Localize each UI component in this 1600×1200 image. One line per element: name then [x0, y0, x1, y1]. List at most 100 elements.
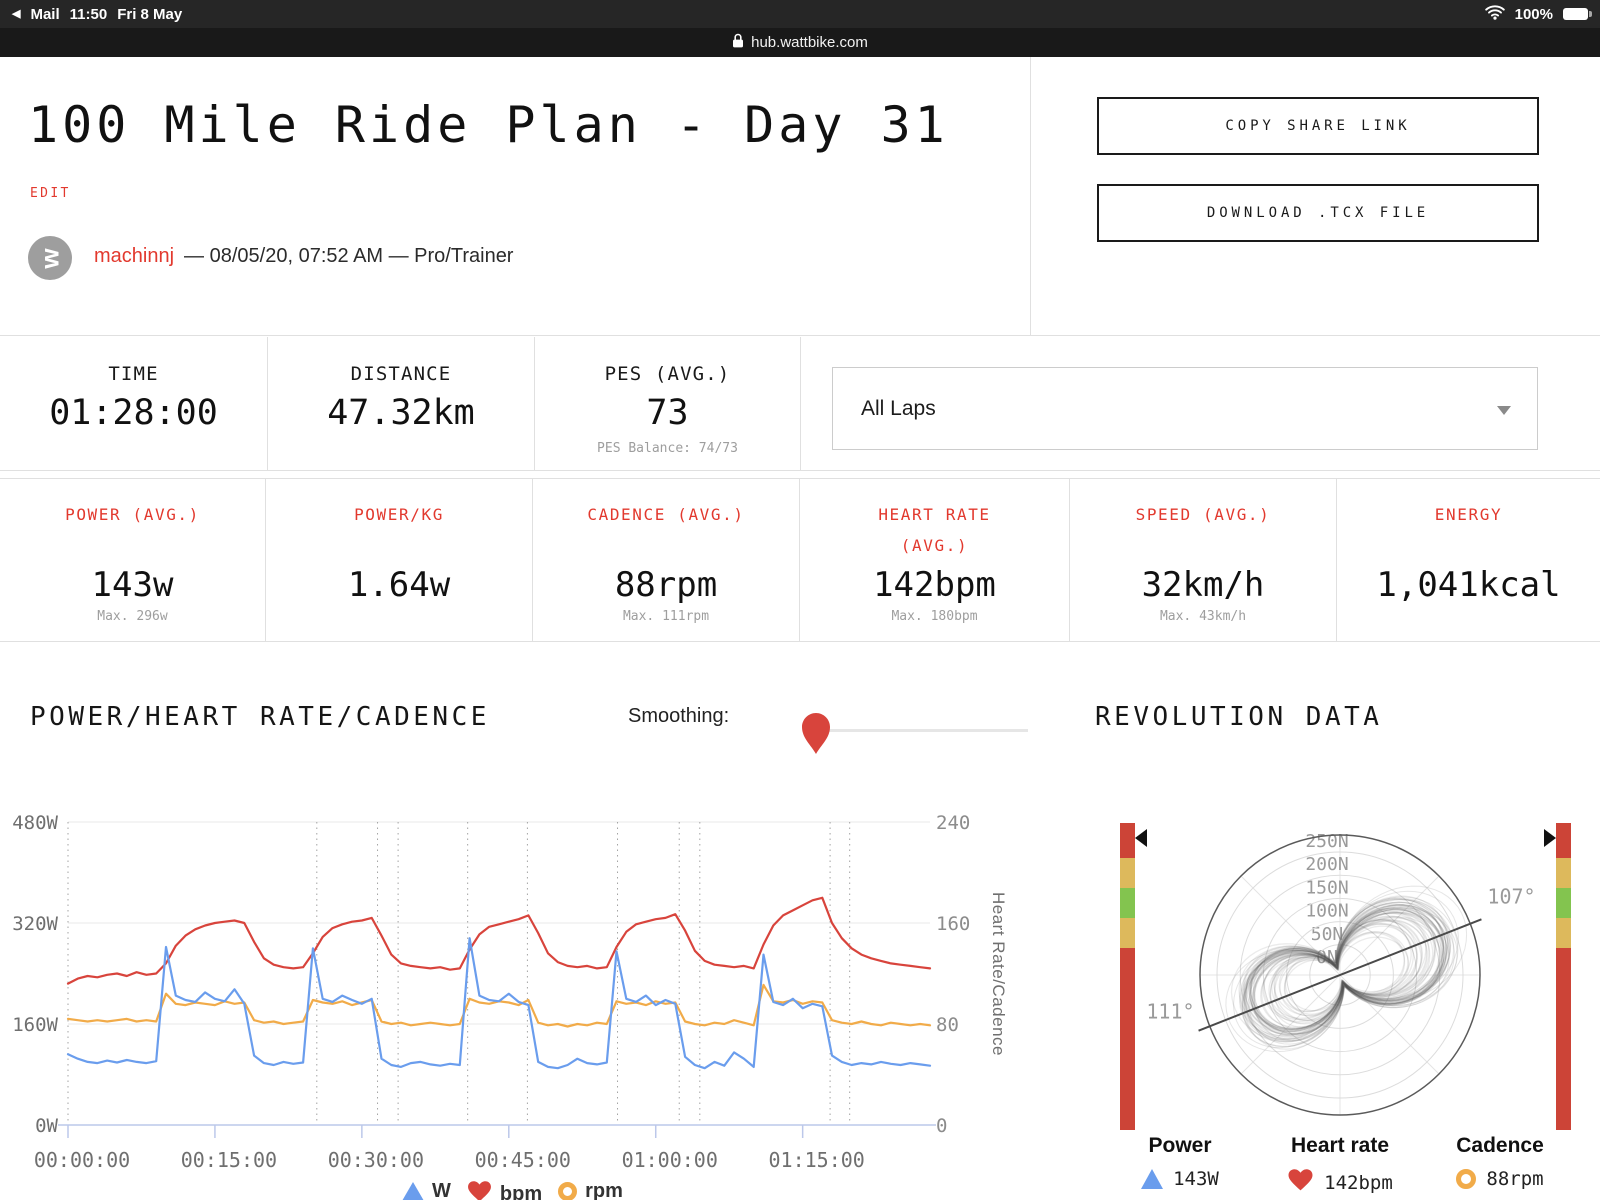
zone-segment — [1120, 948, 1135, 1130]
status-time: 11:50 — [69, 5, 108, 23]
heart-rate-avg-label: HEART RATE (AVG.) — [878, 505, 991, 555]
rev-hr-title: Heart rate — [1290, 1134, 1390, 1157]
back-to-app-label[interactable]: Mail — [30, 5, 60, 23]
time-label: TIME — [108, 363, 159, 385]
pedal-force-loop — [1230, 898, 1455, 1042]
pes-balance-note: PES Balance: 74/73 — [597, 441, 738, 456]
pedal-force-loop — [1262, 918, 1428, 1023]
pedal-force-loop — [1242, 905, 1450, 1036]
zone-marker-right-icon[interactable] — [1544, 829, 1556, 847]
polar-ring-label: 200N — [1305, 854, 1348, 875]
pedal-force-loop — [1250, 916, 1443, 1030]
polar-spoke — [1339, 974, 1440, 1075]
x-axis-tick-label: 00:30:00 — [328, 1148, 424, 1170]
pedal-force-loop — [1269, 919, 1422, 1024]
right-axis-tick-label: 240 — [936, 812, 970, 834]
pes-cell: PES (AVG.) 73 PES Balance: 74/73 — [535, 337, 801, 470]
polar-ring-label: 0N — [1316, 947, 1338, 968]
cadence-avg-cell: CADENCE (AVG.) 88rpm Max. 111rpm — [533, 479, 800, 641]
url-text[interactable]: hub.wattbike.com — [751, 34, 868, 51]
pedal-force-loop — [1238, 907, 1445, 1035]
energy-value: 1,041kcal — [1376, 565, 1561, 605]
polar-ring — [1216, 851, 1464, 1099]
pedal-force-loop — [1251, 910, 1430, 1036]
user-name-link[interactable]: machinnj — [94, 245, 175, 267]
rev-legend-heart-rate: Heart rate 142bpm — [1260, 1134, 1420, 1198]
power-hr-cadence-chart[interactable]: 0W 0 160W 80 320W 160 480W 240 00:00:00 00:15:00 0… — [0, 780, 1060, 1170]
legend-item-rpm[interactable]: rpm — [558, 1180, 623, 1200]
cadence-avg-value: 88rpm — [614, 565, 718, 605]
rev-legend-cadence: Cadence 88rpm — [1420, 1134, 1580, 1198]
left-axis-tick-label: 320W — [12, 913, 58, 935]
zone-segment — [1120, 858, 1135, 888]
pedal-force-loop — [1245, 907, 1440, 1043]
pedal-force-loop — [1249, 909, 1450, 1033]
peak-angle-left-label: 111° — [1146, 1000, 1194, 1024]
pedal-force-loop — [1248, 907, 1458, 1032]
power-max-note: Max. 296w — [97, 609, 168, 624]
pedal-force-loop — [1243, 898, 1449, 1050]
heart-icon — [1287, 1168, 1314, 1198]
pedal-force-loop — [1239, 904, 1448, 1037]
polar-ring-label: 150N — [1305, 877, 1348, 898]
cadence-max-note: Max. 111rpm — [622, 609, 710, 624]
left-axis-tick-label: 480W — [12, 812, 58, 834]
polar-spoke — [1339, 875, 1440, 976]
cadence-ring-icon — [558, 1182, 578, 1200]
smoothing-slider-handle[interactable] — [801, 712, 831, 761]
pedal-force-loop — [1241, 903, 1442, 1048]
copy-share-link-button[interactable]: COPY SHARE LINK — [1097, 97, 1539, 155]
series-W — [66, 937, 932, 1070]
cadence-avg-label: CADENCE (AVG.) — [587, 505, 745, 524]
pedal-force-loop — [1251, 915, 1431, 1031]
battery-icon — [1563, 8, 1592, 20]
lap-filter-select[interactable]: All Laps — [832, 367, 1538, 450]
header-divider — [1030, 57, 1031, 335]
pedal-force-loop — [1243, 904, 1455, 1040]
polar-ring — [1309, 944, 1371, 1006]
user-line: machinnj — 08/05/20, 07:52 AM — Pro/Trai… — [94, 245, 513, 268]
url-bar[interactable]: hub.wattbike.com — [0, 28, 1600, 57]
x-axis-tick-label: 00:00:00 — [34, 1148, 130, 1170]
avatar[interactable]: w — [28, 236, 72, 280]
pedal-force-loop — [1243, 906, 1450, 1041]
heart-rate-max-note: Max. 180bpm — [891, 609, 978, 624]
pedal-force-loop — [1243, 912, 1441, 1030]
polar-spoke — [1240, 875, 1341, 976]
legend-item-bpm[interactable]: bpm — [467, 1180, 542, 1200]
speed-avg-value: 32km/h — [1141, 565, 1265, 605]
series-bpm — [66, 896, 932, 985]
pedal-force-loop — [1240, 901, 1447, 1041]
activity-meta: — 08/05/20, 07:52 AM — Pro/Trainer — [184, 245, 514, 267]
status-left[interactable]: ◀ Mail 11:50 Fri 8 May — [12, 6, 182, 23]
pedal-force-loop — [1278, 936, 1410, 1013]
distance-cell: DISTANCE 47.32km — [268, 337, 535, 470]
back-to-app-icon[interactable]: ◀ — [12, 7, 21, 20]
pedal-force-loop — [1284, 931, 1405, 1012]
pes-label: PES (AVG.) — [604, 363, 731, 385]
zone-marker-left-icon[interactable] — [1135, 829, 1147, 847]
status-right: 100% — [1484, 4, 1592, 24]
pedal-force-loop — [1252, 917, 1443, 1030]
legend-item-power[interactable]: W — [402, 1180, 451, 1200]
edit-link[interactable]: EDIT — [30, 186, 71, 201]
main-chart-title: POWER/HEART RATE/CADENCE — [30, 702, 490, 732]
download-tcx-button[interactable]: DOWNLOAD .TCX FILE — [1097, 184, 1539, 242]
zone-segment — [1556, 918, 1571, 948]
polar-ring-label: 50N — [1311, 924, 1344, 945]
peak-angle-line — [1198, 918, 1482, 1032]
zone-segment — [1120, 823, 1135, 858]
zone-segment — [1556, 948, 1571, 1130]
time-cell: TIME 01:28:00 — [0, 337, 268, 470]
avatar-logo: w — [34, 247, 65, 269]
right-axis-tick-label: 160 — [936, 913, 970, 935]
legend-power-label: W — [432, 1180, 451, 1200]
pedal-force-loop — [1261, 916, 1434, 1030]
chevron-down-icon — [1497, 406, 1511, 415]
status-bar: ◀ Mail 11:50 Fri 8 May 100% — [0, 0, 1600, 28]
smoothing-slider-track[interactable] — [818, 729, 1028, 732]
pedal-force-loop — [1249, 908, 1445, 1031]
pedal-force-loop — [1233, 896, 1459, 1049]
rev-power-value: 143W — [1173, 1168, 1219, 1190]
